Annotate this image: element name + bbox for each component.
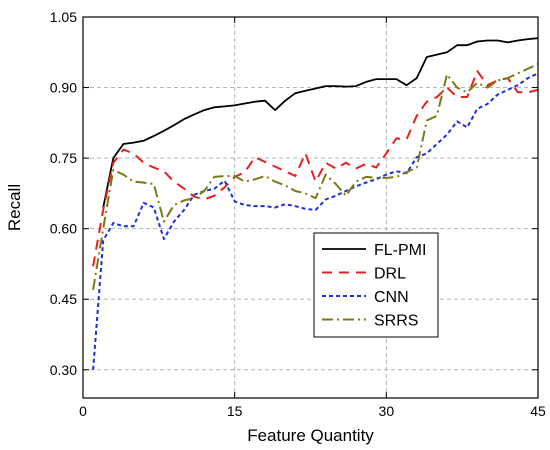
legend-label: SRRS — [374, 313, 418, 330]
series-layer — [92, 37, 539, 370]
series-line-cnn — [92, 72, 539, 370]
y-tick-label: 0.60 — [50, 221, 77, 237]
x-tick-label: 45 — [530, 403, 546, 419]
legend-label: DRL — [374, 266, 406, 283]
y-tick-label: 1.05 — [50, 9, 77, 25]
series-line-srrs — [92, 63, 539, 290]
series-line-fl-pmi — [102, 37, 539, 208]
legend-box — [313, 232, 439, 338]
legend-label: FL-PMI — [374, 242, 426, 259]
y-tick-label: 0.45 — [50, 291, 77, 307]
series-line-drl — [92, 70, 539, 267]
x-tick-label: 30 — [379, 403, 395, 419]
y-axis-title: Recall — [5, 184, 24, 231]
axis-ticks — [82, 16, 539, 398]
y-tick-label: 0.90 — [50, 80, 77, 96]
y-tick-label: 0.30 — [50, 362, 77, 378]
grid-lines — [83, 17, 538, 398]
legend-label: CNN — [374, 289, 409, 306]
y-tick-label: 0.75 — [50, 150, 77, 166]
tick-labels: 0 15 30 45 0.30 0.45 0.60 0.75 0.90 1.05 — [50, 9, 546, 419]
x-tick-label: 0 — [79, 403, 87, 419]
x-tick-label: 15 — [227, 403, 243, 419]
legend: FL-PMI DRL CNN SRRS — [313, 232, 439, 338]
x-axis-title: Feature Quantity — [247, 426, 374, 445]
plot-frame — [82, 16, 539, 399]
